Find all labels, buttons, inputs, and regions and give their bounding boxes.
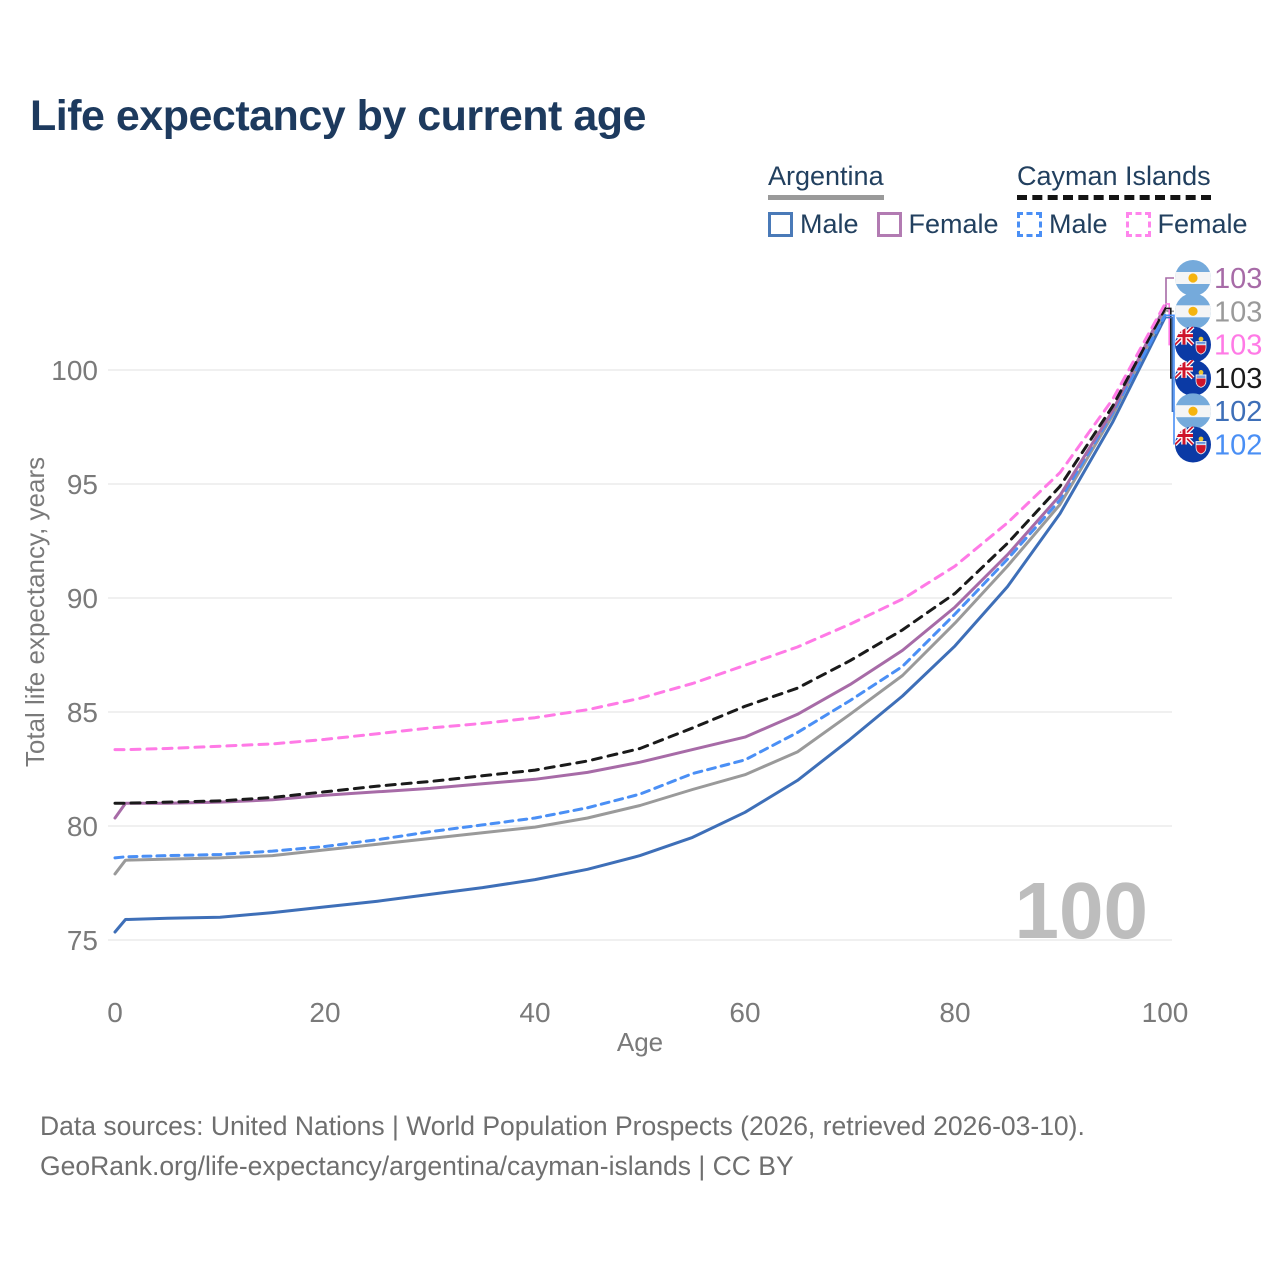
source-line-2: GeoRank.org/life-expectancy/argentina/ca… — [40, 1151, 794, 1181]
cayman-islands-flag-icon — [1175, 326, 1211, 363]
argentina-flag-icon — [1175, 260, 1211, 296]
legend-item-cayman-female[interactable]: Female — [1125, 209, 1248, 240]
y-tick-75: 75 — [67, 925, 98, 956]
x-tick-40: 40 — [519, 997, 550, 1028]
series-line-argentina-female — [113, 304, 1167, 820]
end-label-value-cayman-male: 102 — [1214, 430, 1262, 462]
y-axis-label: Total life expectancy, years — [20, 457, 50, 767]
age-watermark: 100 — [1015, 866, 1148, 955]
y-tick-80: 80 — [67, 811, 98, 842]
legend-label-cayman-male: Male — [1049, 209, 1108, 239]
legend-group-cayman-islands: Cayman Islands Male Female — [1017, 161, 1248, 240]
y-tick-95: 95 — [67, 469, 98, 500]
end-label-connector-cayman-male — [1165, 314, 1175, 445]
argentina-flag-icon — [1175, 393, 1211, 430]
end-label-row-argentina-total: 103 — [1175, 293, 1262, 330]
y-tick-100: 100 — [51, 355, 98, 386]
legend-item-argentina-male[interactable]: Male — [768, 209, 859, 240]
legend-item-argentina-female[interactable]: Female — [876, 209, 999, 240]
legend-header-argentina: Argentina — [768, 161, 884, 200]
series-line-argentina-male — [113, 316, 1167, 934]
series-line-cayman-female — [113, 302, 1167, 752]
legend-items-argentina: Male Female — [768, 209, 999, 240]
end-label-row-argentina-male: 102 — [1175, 393, 1262, 430]
source-text: Data sources: United Nations | World Pop… — [40, 1106, 1085, 1186]
end-label-row-cayman-male: 102 — [1175, 426, 1262, 463]
legend-items-cayman-islands: Male Female — [1017, 209, 1248, 240]
page-title: Life expectancy by current age — [30, 92, 646, 140]
source-line-1: Data sources: United Nations | World Pop… — [40, 1111, 1085, 1141]
legend-label-argentina-male: Male — [800, 209, 859, 239]
series-line-argentina-total — [113, 309, 1167, 876]
legend-swatch-argentina-female — [876, 212, 902, 237]
argentina-flag-icon — [1175, 293, 1211, 330]
legend-item-cayman-male[interactable]: Male — [1017, 209, 1108, 240]
cayman-islands-flag-icon — [1175, 426, 1211, 463]
x-tick-20: 20 — [309, 997, 340, 1028]
end-label-row-cayman-female: 103 — [1175, 326, 1262, 363]
end-label-connector-argentina-female — [1165, 277, 1174, 307]
end-label-value-argentina-total: 103 — [1214, 296, 1262, 328]
x-axis-label: Age — [617, 1027, 663, 1057]
legend-label-argentina-female: Female — [908, 209, 999, 239]
legend-swatch-cayman-islands-male — [1017, 212, 1042, 237]
end-label-value-cayman-female: 103 — [1214, 330, 1262, 362]
legend-group-argentina: Argentina Male Female — [768, 161, 999, 240]
end-label-value-argentina-female: 103 — [1214, 263, 1262, 295]
end-label-value-argentina-male: 102 — [1214, 396, 1262, 428]
end-label-row-argentina-female: 103 — [1175, 260, 1262, 296]
y-tick-85: 85 — [67, 697, 98, 728]
series-line-cayman-total — [113, 306, 1167, 805]
end-label-row-cayman-total: 103 — [1175, 359, 1262, 396]
x-tick-0: 0 — [107, 997, 123, 1028]
legend-swatch-cayman-islands-female — [1125, 212, 1151, 237]
legend-label-cayman-female: Female — [1157, 209, 1248, 239]
y-tick-90: 90 — [67, 583, 98, 614]
legend-header-cayman-islands: Cayman Islands — [1017, 161, 1211, 200]
x-tick-60: 60 — [729, 997, 760, 1028]
legend-swatch-argentina-male — [768, 212, 793, 237]
x-tick-80: 80 — [939, 997, 970, 1028]
x-tick-100: 100 — [1142, 997, 1189, 1028]
series-line-cayman-male — [113, 313, 1167, 860]
end-label-value-cayman-total: 103 — [1214, 363, 1262, 395]
cayman-islands-flag-icon — [1175, 359, 1211, 396]
